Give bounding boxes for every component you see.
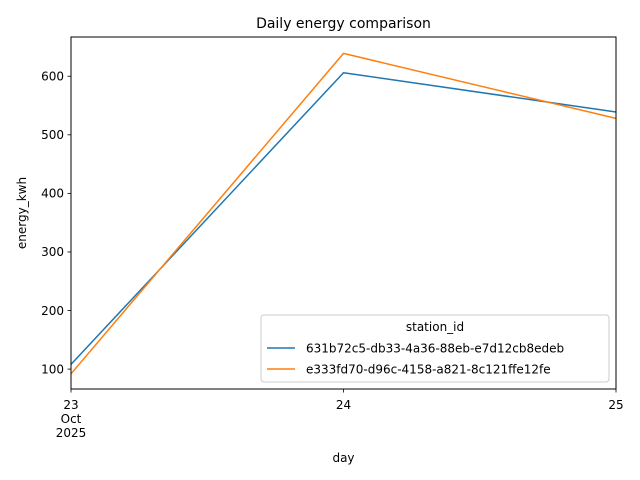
y-tick-label: 600	[41, 70, 64, 84]
series-line-2	[70, 52, 617, 375]
legend-box	[260, 314, 610, 383]
y-tick-label: 500	[41, 128, 64, 142]
x-tick-label: 23	[63, 398, 78, 412]
y-tick-label: 100	[41, 362, 64, 376]
x-tick-label: 25	[608, 398, 623, 412]
y-axis-label: energy_kwh	[15, 177, 29, 249]
y-tick-label: 300	[41, 245, 64, 259]
legend: station_id 631b72c5-db33-4a36-88eb-e7d12…	[260, 314, 610, 383]
x-axis-label: day	[332, 451, 354, 465]
chart-title: Daily energy comparison	[256, 16, 431, 32]
series-layer	[70, 52, 617, 375]
legend-title: station_id	[406, 320, 464, 334]
y-tick-label: 400	[41, 187, 64, 201]
y-tick-label: 200	[41, 304, 64, 318]
x-tick-label: Oct	[61, 412, 82, 426]
legend-label-2: e333fd70-d96c-4158-a821-8c121ffe12fe	[306, 362, 551, 376]
y-axis: 100 200 300 400 500 600	[41, 70, 71, 376]
x-tick-label: 24	[336, 398, 351, 412]
legend-entries: 631b72c5-db33-4a36-88eb-e7d12cb8edeb e333…	[267, 341, 564, 376]
legend-label-1: 631b72c5-db33-4a36-88eb-e7d12cb8edeb	[306, 341, 564, 355]
x-tick-label: 2025	[56, 426, 87, 440]
